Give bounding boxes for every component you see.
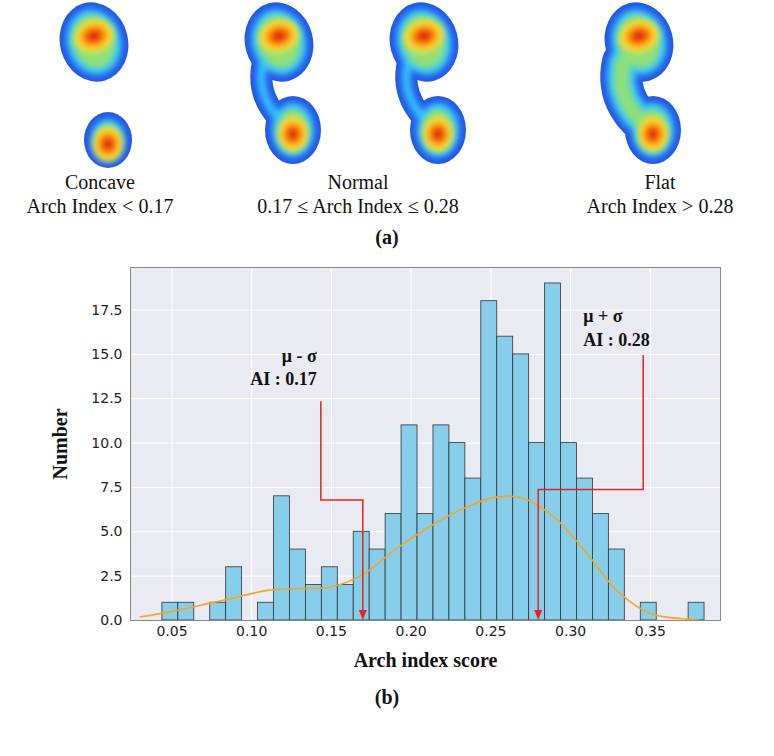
svg-text:Number: Number — [49, 408, 71, 479]
html-text:(a): (a) — [375, 226, 399, 248]
html-text:Arch Index > 0.28: Arch Index > 0.28 — [586, 195, 734, 217]
svg-text:0.30: 0.30 — [555, 623, 586, 639]
svg-text:0.10: 0.10 — [236, 623, 267, 639]
svg-text:0.35: 0.35 — [635, 623, 666, 639]
svg-text:0.05: 0.05 — [156, 623, 187, 639]
svg-text:5.0: 5.0 — [100, 523, 122, 539]
html-text:Normal: Normal — [327, 171, 389, 193]
svg-text:AI : 0.17: AI : 0.17 — [250, 369, 317, 389]
svg-text:15.0: 15.0 — [91, 346, 122, 362]
svg-text:0.25: 0.25 — [475, 623, 506, 639]
svg-text:17.5: 17.5 — [91, 302, 122, 318]
svg-text:12.5: 12.5 — [91, 390, 122, 406]
svg-text:AI : 0.28: AI : 0.28 — [583, 330, 650, 350]
svg-text:2.5: 2.5 — [100, 568, 122, 584]
svg-text:μ + σ: μ + σ — [583, 306, 622, 326]
html-text:0.17 ≤ Arch Index ≤ 0.28: 0.17 ≤ Arch Index ≤ 0.28 — [257, 195, 459, 217]
html-text:(b): (b) — [374, 686, 400, 708]
svg-text:7.5: 7.5 — [100, 479, 122, 495]
html-text:Arch Index < 0.17: Arch Index < 0.17 — [26, 195, 174, 217]
svg-text:0.0: 0.0 — [100, 612, 122, 628]
svg-text:μ - σ: μ - σ — [282, 346, 317, 366]
html-text:Flat: Flat — [644, 171, 676, 193]
svg-text:10.0: 10.0 — [91, 435, 122, 451]
svg-text:0.15: 0.15 — [316, 623, 347, 639]
svg-text:Arch index score: Arch index score — [354, 649, 498, 671]
svg-text:0.20: 0.20 — [396, 623, 427, 639]
html-text:Concave: Concave — [65, 171, 135, 193]
